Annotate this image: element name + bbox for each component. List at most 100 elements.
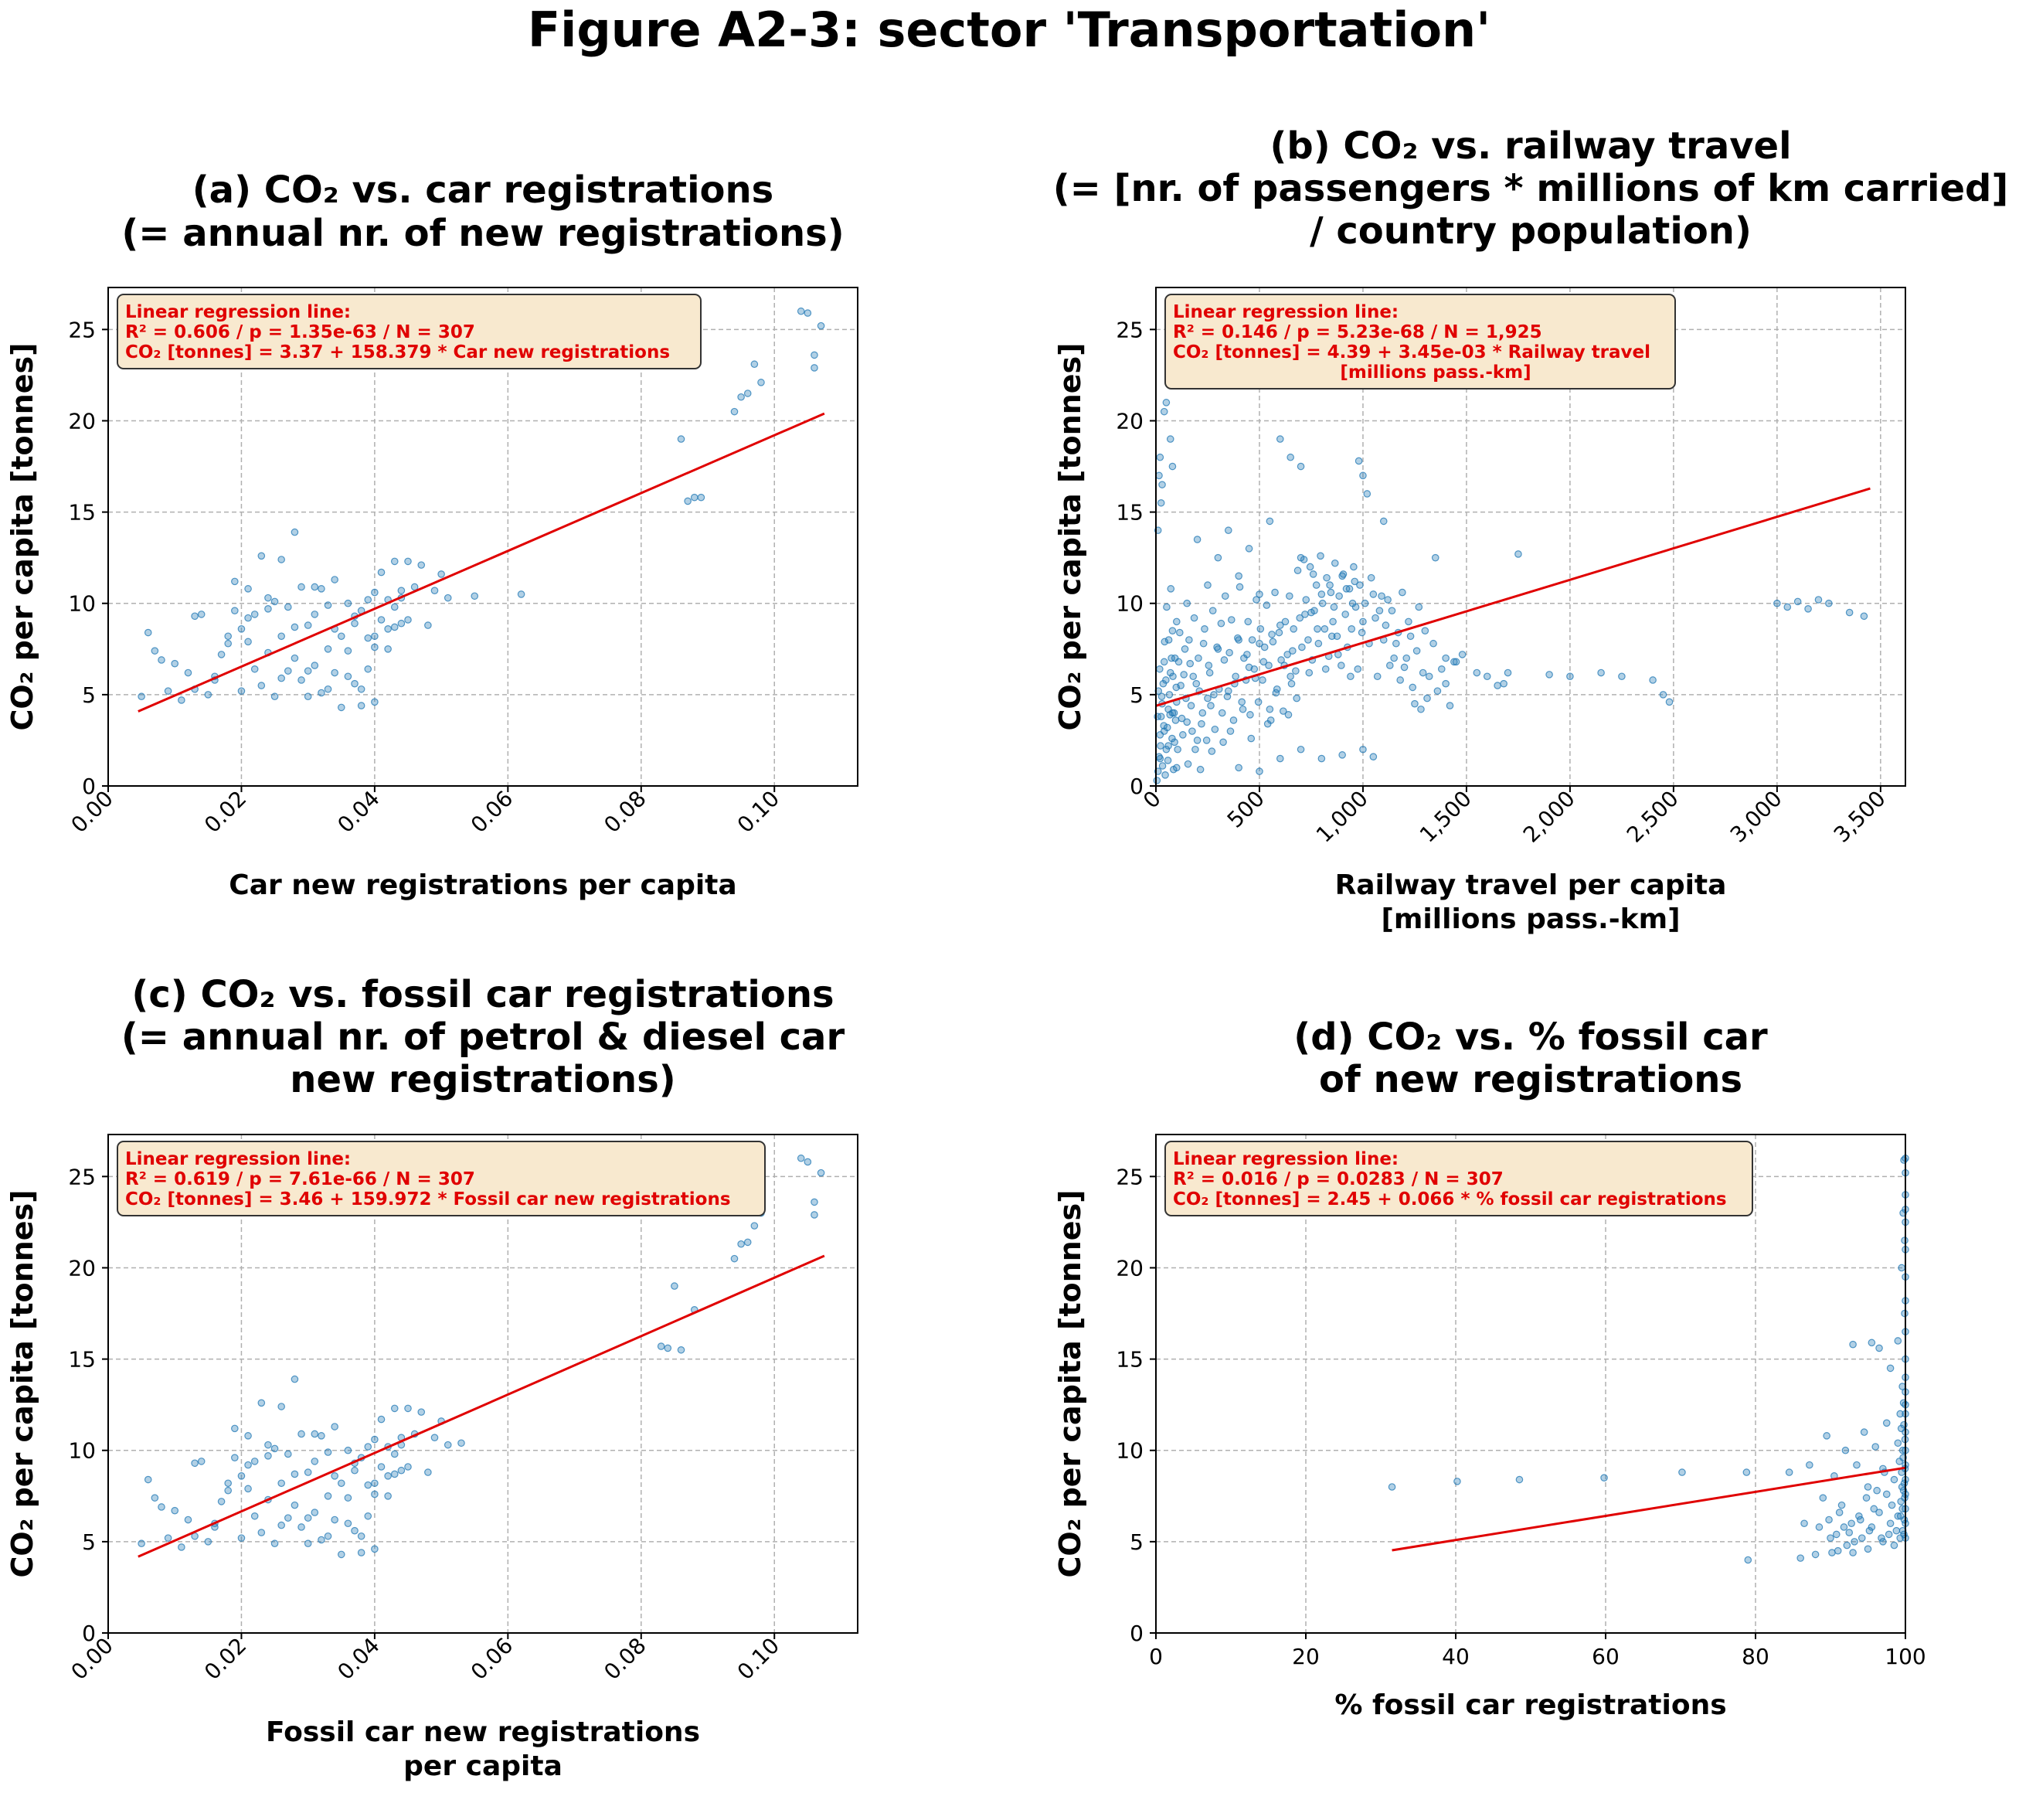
data-point xyxy=(1442,654,1450,662)
data-point xyxy=(1373,672,1382,681)
data-point xyxy=(417,1408,426,1416)
regression-line xyxy=(138,1254,825,1558)
panel-title: (b) CO₂ vs. railway travel xyxy=(1270,124,1791,168)
y-tick-label: 10 xyxy=(1116,591,1144,617)
y-tick-label: 5 xyxy=(1130,1529,1144,1555)
x-tick-label: 0.06 xyxy=(466,1633,518,1685)
data-point xyxy=(1390,654,1398,662)
data-point xyxy=(1166,668,1174,677)
data-point xyxy=(1327,588,1335,597)
data-point xyxy=(277,1521,285,1529)
data-point xyxy=(1162,399,1171,407)
data-point xyxy=(257,682,266,689)
regression-annotation-line: [millions pass.-km] xyxy=(1340,362,1531,383)
data-point xyxy=(144,628,152,637)
data-point xyxy=(1190,614,1198,622)
data-point xyxy=(797,1154,805,1162)
data-point xyxy=(1271,588,1279,597)
data-point xyxy=(1785,1468,1793,1476)
regression-line xyxy=(1155,487,1871,707)
data-point xyxy=(138,692,145,701)
data-point xyxy=(231,607,239,614)
x-tick-label: 0.10 xyxy=(732,1633,784,1685)
data-point xyxy=(224,639,232,648)
data-point xyxy=(1886,1519,1895,1528)
data-point xyxy=(757,379,765,386)
data-point xyxy=(750,360,759,369)
data-point xyxy=(264,605,272,613)
data-point xyxy=(1400,663,1409,672)
data-point xyxy=(1199,639,1208,648)
data-point xyxy=(390,1450,399,1458)
data-point xyxy=(331,1516,338,1524)
data-point xyxy=(197,611,206,618)
data-point xyxy=(1823,1432,1830,1440)
data-point xyxy=(1317,754,1326,763)
data-point xyxy=(1193,536,1202,543)
y-tick-label: 20 xyxy=(1116,1255,1144,1281)
data-point xyxy=(1857,1516,1864,1524)
x-axis-label: Car new registrations per capita xyxy=(229,869,736,901)
data-point xyxy=(1339,570,1348,578)
data-point xyxy=(444,594,452,602)
x-axis-label: Fossil car new registrations per capita xyxy=(266,1716,700,1782)
data-point xyxy=(1335,592,1343,600)
data-point xyxy=(291,528,299,536)
regression-annotation-line: R² = 0.606 / p = 1.35e-63 / N = 307 xyxy=(125,322,475,342)
data-point xyxy=(344,1519,352,1528)
panel-title: (d) CO₂ vs. % fossil car xyxy=(1293,1015,1768,1059)
data-point xyxy=(1834,1546,1842,1555)
data-point xyxy=(1897,1498,1905,1505)
figure-title: Figure A2-3: sector 'Transportation' xyxy=(528,2,1490,58)
data-point xyxy=(178,1543,185,1551)
data-point xyxy=(1158,481,1166,488)
data-point xyxy=(1405,617,1412,626)
y-tick-label: 15 xyxy=(1116,500,1144,526)
data-point xyxy=(237,1534,246,1542)
data-point xyxy=(1219,738,1227,747)
y-tick-label: 5 xyxy=(1130,682,1144,708)
data-point xyxy=(1359,471,1367,480)
data-point xyxy=(517,590,525,598)
data-point xyxy=(1202,737,1211,744)
data-point xyxy=(1875,1344,1883,1352)
regression-annotation-line: R² = 0.619 / p = 7.61e-66 / N = 307 xyxy=(125,1169,475,1189)
text-line: per capita xyxy=(403,1750,563,1782)
data-point xyxy=(457,1439,465,1447)
data-point xyxy=(1301,611,1309,618)
data-point xyxy=(1837,1501,1846,1509)
data-point xyxy=(191,612,199,621)
data-point xyxy=(1229,716,1238,724)
data-point xyxy=(1198,719,1205,728)
data-point xyxy=(250,1458,259,1465)
x-axis-label: % fossil car registrations xyxy=(1334,1689,1726,1721)
data-point xyxy=(1442,679,1450,688)
data-point xyxy=(1885,1530,1893,1539)
panels: (a) CO₂ vs. car registrations(= annual n… xyxy=(5,124,2008,1782)
data-point xyxy=(1411,699,1419,708)
data-point xyxy=(811,1198,818,1206)
data-point xyxy=(1827,1534,1834,1542)
data-point xyxy=(1742,1468,1751,1476)
data-point xyxy=(244,638,252,646)
data-point xyxy=(1868,1339,1876,1347)
data-point xyxy=(1882,1490,1891,1499)
data-point xyxy=(1851,1538,1858,1546)
data-point xyxy=(1189,672,1198,681)
data-point xyxy=(1224,526,1232,535)
data-point xyxy=(1865,1526,1874,1535)
data-point xyxy=(1268,631,1276,638)
data-point xyxy=(1293,694,1301,702)
y-tick-label: 10 xyxy=(68,1438,96,1464)
data-point xyxy=(1351,603,1360,611)
data-point xyxy=(264,1441,272,1449)
data-point xyxy=(244,585,252,593)
data-point xyxy=(184,668,192,677)
data-point xyxy=(1665,698,1674,706)
data-point xyxy=(1326,581,1334,589)
regression-line xyxy=(138,412,825,713)
data-point xyxy=(297,676,305,684)
data-point xyxy=(291,1375,299,1383)
data-point xyxy=(1298,643,1306,651)
data-point xyxy=(1256,639,1263,648)
